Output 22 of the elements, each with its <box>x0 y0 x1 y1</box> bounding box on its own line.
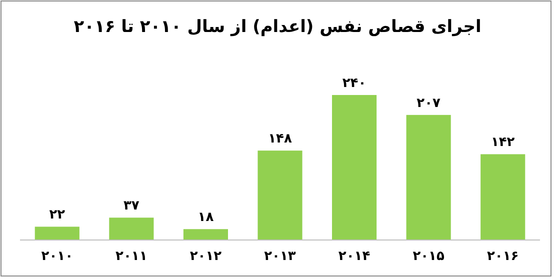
x-tick-label: ۲۰۱۴ <box>338 249 370 264</box>
x-tick-label: ۲۰۱۲ <box>190 249 222 264</box>
data-label: ۲۲ <box>49 208 66 223</box>
bar <box>332 95 377 240</box>
x-tick-label: ۲۰۱۱ <box>116 249 148 264</box>
bar <box>258 150 302 240</box>
bar <box>34 226 80 240</box>
data-label: ۳۷ <box>123 198 140 214</box>
data-label: ۲۴۰ <box>342 76 366 91</box>
bar <box>109 218 154 240</box>
data-label: ۲۰۷ <box>416 96 441 111</box>
data-label: ۱۴۲ <box>490 135 515 150</box>
data-label: ۱۴۸ <box>268 132 292 147</box>
x-tick-label: ۲۰۱۶ <box>486 249 519 264</box>
x-tick-label: ۲۰۱۰ <box>41 249 74 264</box>
x-tick-label: ۲۰۱۳ <box>264 249 296 264</box>
bar <box>183 229 228 240</box>
bar <box>406 114 451 240</box>
data-label: ۱۸ <box>198 210 214 226</box>
bar <box>480 154 526 240</box>
chart-title: اجرای قصاص نفس (اعدام) از سال ۲۰۱۰ تا ۲۰۱۶ <box>74 17 482 37</box>
x-tick-label: ۲۰۱۵ <box>412 249 444 264</box>
